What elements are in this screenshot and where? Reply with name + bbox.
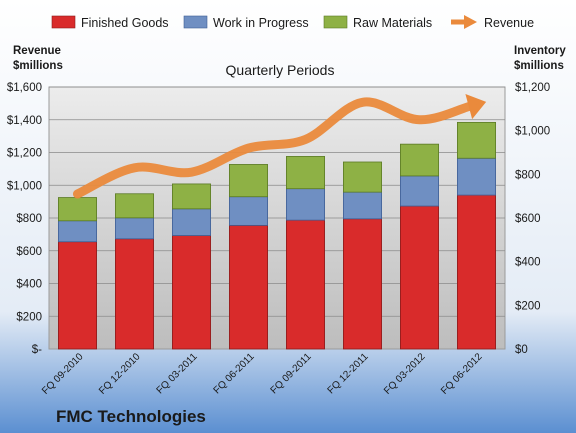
legend-label-revenue: Revenue [484, 16, 534, 30]
left-axis-ticks: $- $200 $400 $600 $800 $1,000 $1,200 $1,400 $1,6… [7, 82, 42, 356]
right-axis-tick-label: $800 [515, 169, 541, 181]
left-axis-tick-label: $400 [16, 279, 42, 291]
right-axis-tick-label: $1,200 [515, 82, 550, 94]
legend-swatch-work-in-progress [183, 15, 208, 29]
revenue-line-series [73, 93, 487, 199]
left-axis-tick-label: $- [32, 344, 42, 356]
chart-title: Quarterly Periods [226, 62, 335, 78]
legend-label-finished-goods: Finished Goods [81, 16, 169, 30]
bar-work-in-progress [172, 208, 211, 236]
bar-finished-goods [115, 238, 154, 350]
bar-raw-materials [58, 197, 97, 222]
bar-finished-goods [286, 219, 325, 350]
bar-work-in-progress [286, 188, 325, 221]
legend-label-work-in-progress: Work in Progress [213, 16, 309, 30]
bar-series [58, 121, 496, 350]
bar-finished-goods [229, 224, 268, 350]
left-axis-tick-label: $1,400 [7, 115, 42, 127]
left-axis-tick-label: $200 [16, 311, 42, 323]
right-axis-tick-label: $0 [515, 344, 528, 356]
bar-raw-materials [457, 121, 496, 159]
bar-finished-goods [343, 218, 382, 350]
right-axis-title-line2: $millions [514, 60, 564, 72]
legend-swatch-raw-materials [323, 15, 348, 29]
left-axis-tick-label: $800 [16, 213, 42, 225]
left-axis-title-line1: Revenue [13, 45, 61, 57]
right-axis-tick-label: $600 [515, 213, 541, 225]
legend-swatch-finished-goods [51, 15, 76, 29]
bar-finished-goods [457, 194, 496, 350]
bar-work-in-progress [343, 191, 382, 220]
right-axis-tick-label: $200 [515, 300, 541, 312]
left-axis-tick-label: $1,200 [7, 148, 42, 160]
legend-label-raw-materials: Raw Materials [353, 16, 432, 30]
bar-raw-materials [343, 161, 382, 193]
right-axis-tick-label: $400 [515, 257, 541, 269]
bar-work-in-progress [400, 175, 439, 207]
left-axis-tick-label: $600 [16, 246, 42, 258]
revenue-line [73, 97, 474, 199]
left-axis-tick-label: $1,600 [7, 82, 42, 94]
bar-finished-goods [172, 235, 211, 350]
bar-finished-goods [58, 241, 97, 350]
bar-raw-materials [172, 183, 211, 210]
legend: Finished Goods Work in Progress Raw Mate… [51, 15, 534, 30]
legend-swatch-revenue [451, 15, 477, 29]
left-axis-title-line2: $millions [13, 60, 63, 72]
right-axis-tick-label: $1,000 [515, 126, 550, 138]
bar-raw-materials [229, 164, 268, 198]
company-name: FMC Technologies [56, 407, 206, 426]
bar-raw-materials [400, 143, 439, 177]
bar-finished-goods [400, 205, 439, 350]
bar-raw-materials [115, 193, 154, 219]
bar-raw-materials [286, 156, 325, 190]
right-axis-ticks: $0 $200 $400 $600 $800 $1,000 $1,200 [515, 82, 550, 356]
bar-work-in-progress [457, 157, 496, 196]
bar-work-in-progress [229, 196, 268, 226]
left-axis-tick-label: $1,000 [7, 180, 42, 192]
right-axis-title-line1: Inventory [514, 45, 566, 57]
bar-work-in-progress [58, 220, 97, 243]
revenue-arrowhead [465, 93, 487, 120]
bar-work-in-progress [115, 217, 154, 240]
